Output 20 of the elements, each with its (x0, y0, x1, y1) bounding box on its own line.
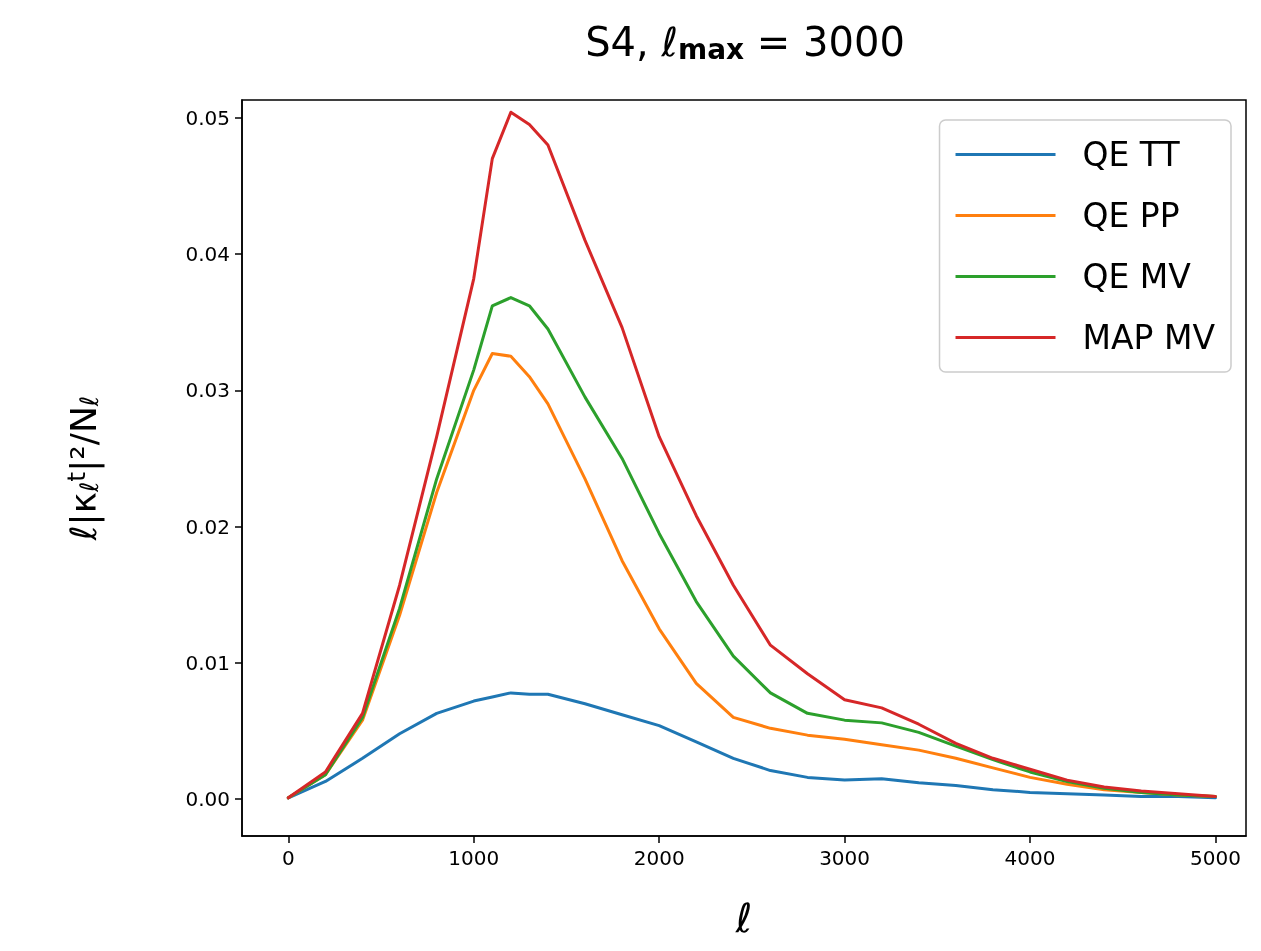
x-tick-label: 2000 (633, 846, 685, 870)
y-tick-label: 0.04 (185, 242, 230, 267)
legend-label: QE TT (1082, 135, 1181, 174)
x-tick-label: 5000 (1189, 846, 1241, 870)
x-tick-label: 0 (281, 846, 295, 870)
y-tick-label: 0.02 (185, 514, 230, 539)
legend-label: QE MV (1082, 257, 1192, 296)
legend-label: MAP MV (1082, 318, 1216, 357)
legend-label: QE PP (1082, 196, 1180, 235)
x-axis-title: ℓ (734, 895, 753, 941)
x-tick-label: 3000 (819, 846, 871, 870)
x-tick-label: 1000 (448, 846, 500, 870)
y-tick-label: 0.05 (185, 105, 230, 130)
line-series (286, 110, 1217, 800)
y-tick-label: 0.00 (185, 787, 230, 812)
chart-title: S4, ℓmax = 3000 (585, 19, 905, 66)
y-tick-label: 0.01 (185, 650, 230, 675)
x-tick-label: 4000 (1004, 846, 1056, 870)
y-axis-title: ℓ|κℓt|²/Nℓ (62, 395, 105, 542)
y-tick-label: 0.03 (185, 378, 230, 403)
